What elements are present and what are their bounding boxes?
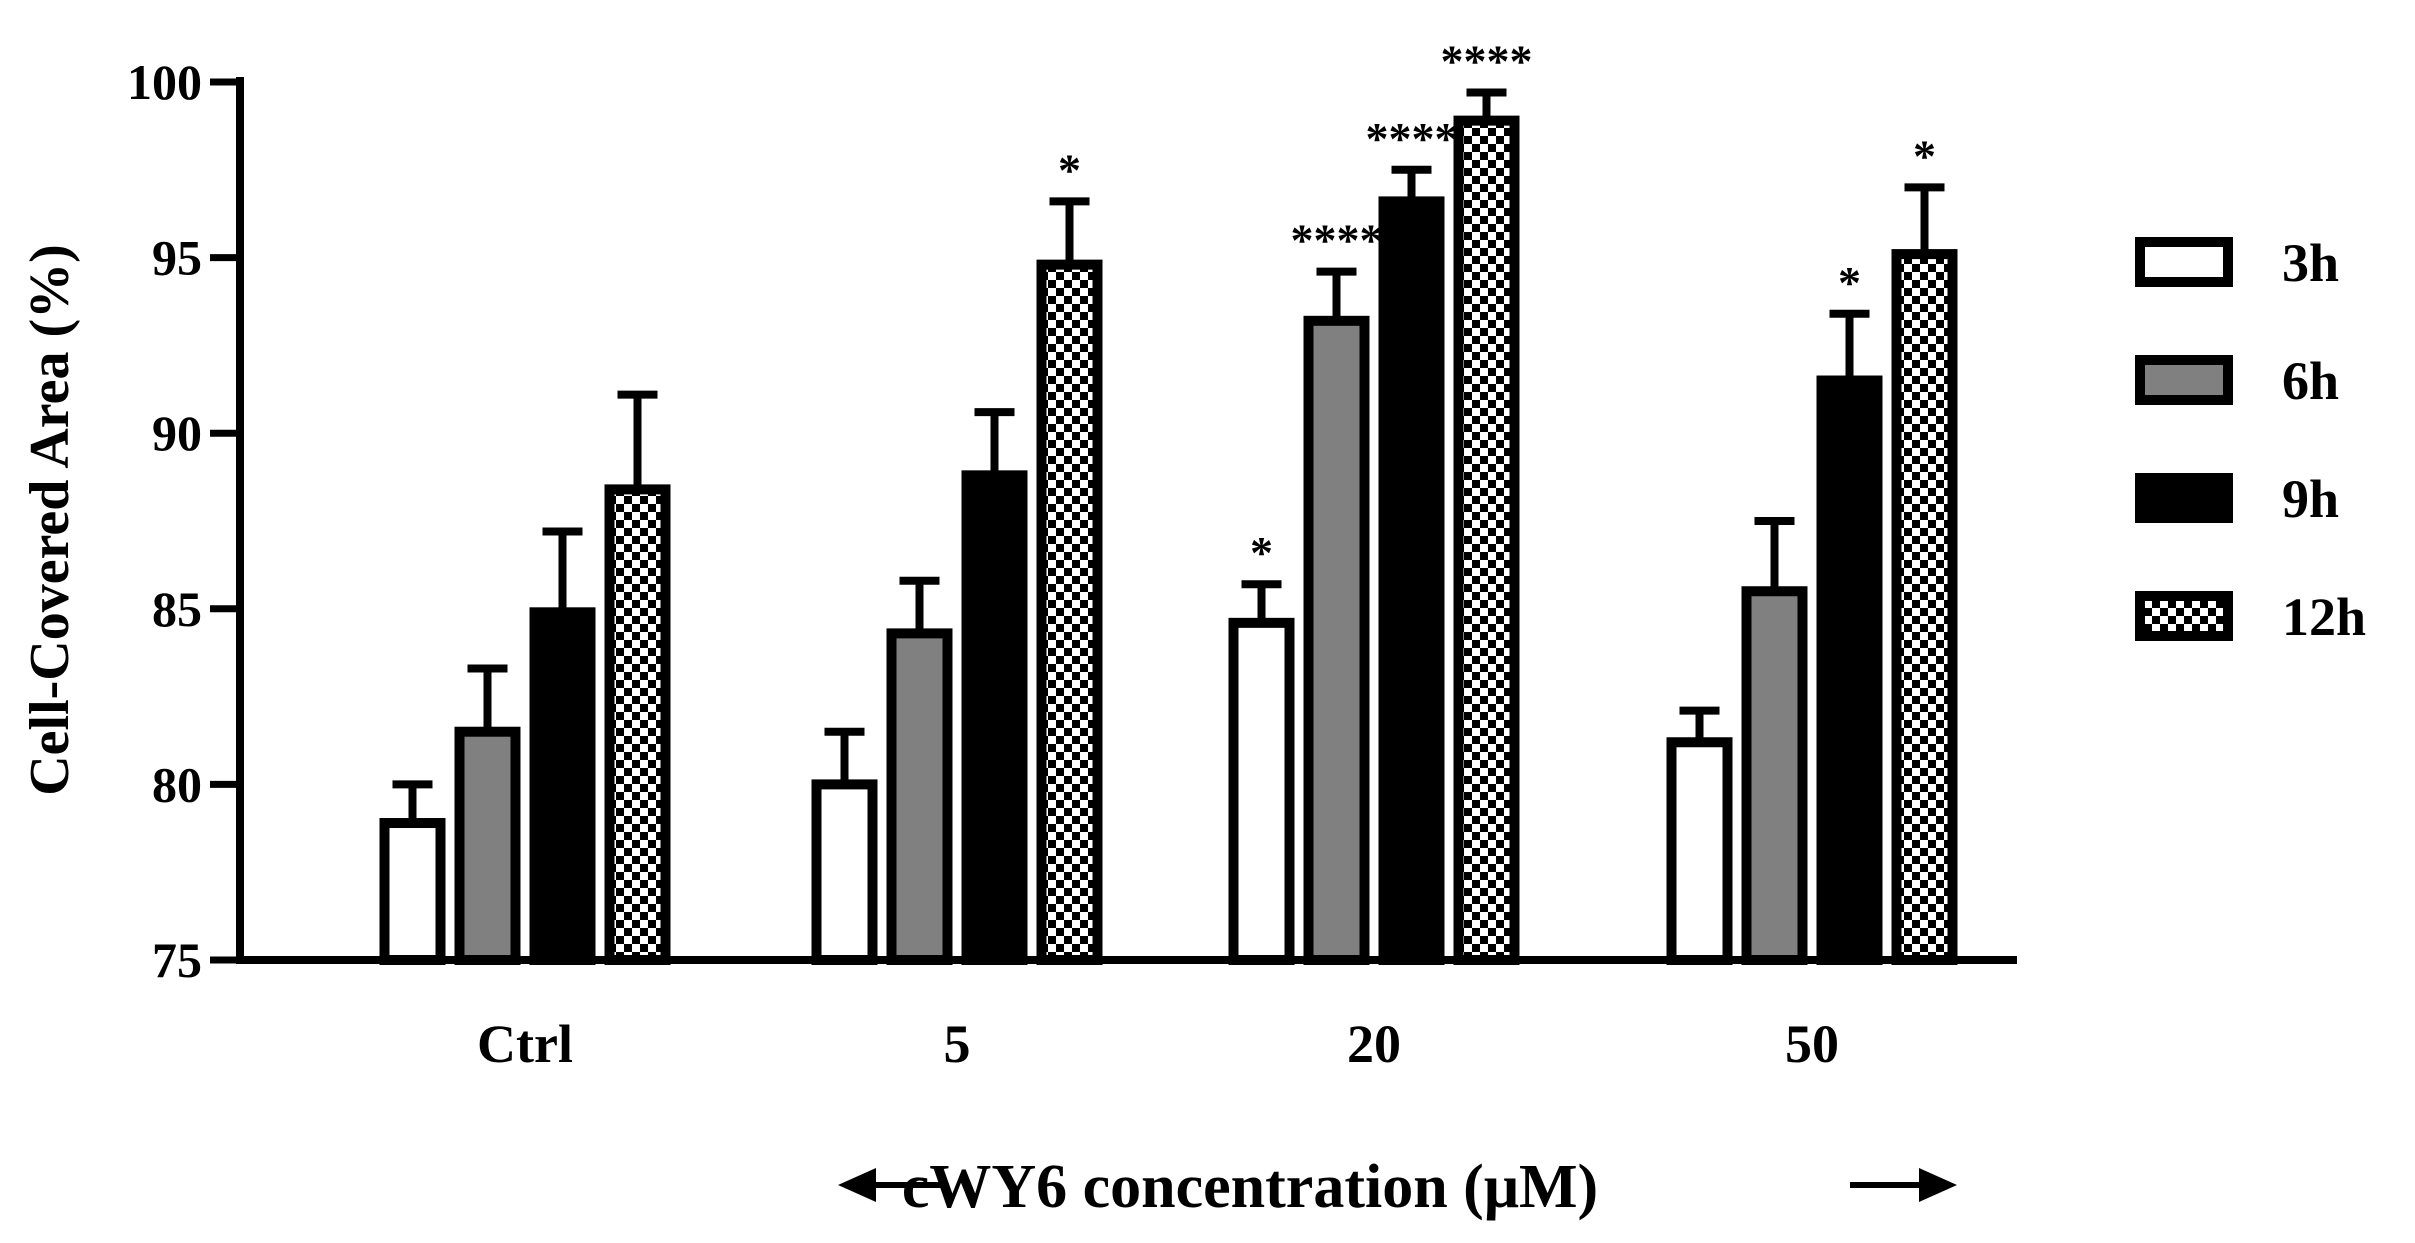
legend-label: 9h bbox=[2282, 469, 2339, 529]
bar-12h-50 bbox=[1891, 249, 1958, 965]
legend-label: 3h bbox=[2282, 233, 2339, 293]
y-tick-label: 95 bbox=[152, 230, 202, 286]
bar-9h-50 bbox=[1816, 375, 1883, 965]
significance-label: **** bbox=[1366, 113, 1458, 164]
legend: 3h 6h 9h 12h bbox=[2135, 233, 2366, 647]
left-arrowhead-icon bbox=[838, 1168, 876, 1202]
legend-label: 6h bbox=[2282, 351, 2339, 411]
significance-label: * bbox=[1250, 527, 1273, 578]
x-category-label: 20 bbox=[1347, 1014, 1401, 1074]
y-tick-label: 80 bbox=[152, 756, 202, 812]
x-category-label: Ctrl bbox=[477, 1014, 573, 1074]
y-axis: 75 80 85 90 95 100 bbox=[127, 54, 244, 988]
x-category-label: 50 bbox=[1785, 1014, 1839, 1074]
bar-6h-Ctrl bbox=[454, 726, 521, 965]
significance-label: **** bbox=[1441, 36, 1533, 87]
bar-3h-50 bbox=[1666, 737, 1733, 965]
bar-9h-Ctrl bbox=[529, 607, 596, 965]
x-axis-title: cWY6 concentration (μM) bbox=[838, 1153, 1957, 1221]
x-axis-label: cWY6 concentration (μM) bbox=[902, 1153, 1598, 1221]
legend-swatch-12h bbox=[2135, 591, 2233, 641]
significance-label: * bbox=[1838, 257, 1861, 308]
bar-12h-5 bbox=[1036, 259, 1103, 965]
y-tick-label: 75 bbox=[152, 932, 202, 988]
y-tick-label: 85 bbox=[152, 581, 202, 637]
right-arrowhead-icon bbox=[1919, 1168, 1957, 1202]
bar-9h-5 bbox=[961, 470, 1028, 965]
significance-label: * bbox=[1058, 144, 1081, 195]
bar-3h-20 bbox=[1228, 617, 1295, 966]
bar-6h-50 bbox=[1741, 586, 1808, 965]
bar-3h-Ctrl bbox=[379, 818, 446, 965]
y-axis-label: Cell-Covered Area (%) bbox=[19, 244, 81, 796]
y-tick-label: 100 bbox=[127, 54, 202, 110]
significance-label: * bbox=[1913, 130, 1936, 181]
x-category-label: 5 bbox=[944, 1014, 971, 1074]
legend-swatch-9h bbox=[2135, 473, 2233, 523]
bar-12h-20 bbox=[1453, 115, 1520, 965]
bar-6h-20 bbox=[1303, 315, 1370, 966]
y-tick-label: 90 bbox=[152, 405, 202, 461]
legend-swatch-3h bbox=[2135, 237, 2233, 287]
bars: **************** bbox=[379, 36, 1958, 966]
bar-12h-Ctrl bbox=[604, 484, 671, 965]
bar-9h-20 bbox=[1378, 196, 1445, 965]
significance-label: **** bbox=[1291, 215, 1383, 266]
bar-3h-5 bbox=[811, 779, 878, 966]
bar-6h-5 bbox=[886, 628, 953, 965]
legend-label: 12h bbox=[2282, 587, 2366, 647]
x-axis: Ctrl 5 20 50 bbox=[236, 956, 2017, 1074]
legend-swatch-6h bbox=[2135, 355, 2233, 405]
